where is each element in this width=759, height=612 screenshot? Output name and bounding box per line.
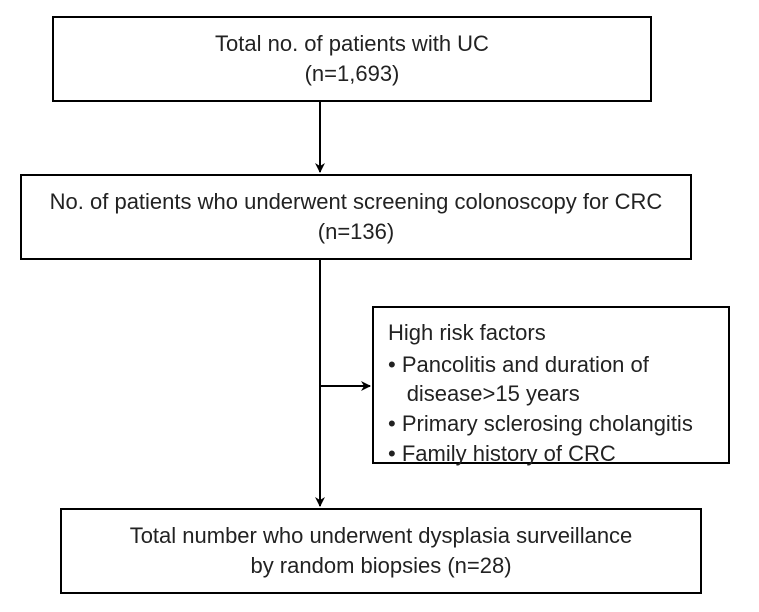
node-risk-factors: High risk factors Pancolitis and duratio… [372, 306, 730, 464]
node-surveillance-line1: Total number who underwent dysplasia sur… [130, 521, 633, 551]
node-surveillance: Total number who underwent dysplasia sur… [60, 508, 702, 594]
node-total-uc-line1: Total no. of patients with UC [215, 29, 489, 59]
flowchart-canvas: Total no. of patients with UC (n=1,693) … [0, 0, 759, 612]
risk-list: Pancolitis and duration of disease>15 ye… [388, 350, 714, 469]
risk-item: Family history of CRC [388, 439, 714, 469]
risk-item: Pancolitis and duration of disease>15 ye… [388, 350, 714, 409]
node-total-uc-line2: (n=1,693) [305, 59, 400, 89]
node-screening-line1: No. of patients who underwent screening … [50, 187, 663, 217]
node-screening-line2: (n=136) [318, 217, 394, 247]
risk-item: Primary sclerosing cholangitis [388, 409, 714, 439]
node-screening: No. of patients who underwent screening … [20, 174, 692, 260]
node-surveillance-line2: by random biopsies (n=28) [250, 551, 511, 581]
risk-title: High risk factors [388, 318, 714, 348]
node-total-uc: Total no. of patients with UC (n=1,693) [52, 16, 652, 102]
